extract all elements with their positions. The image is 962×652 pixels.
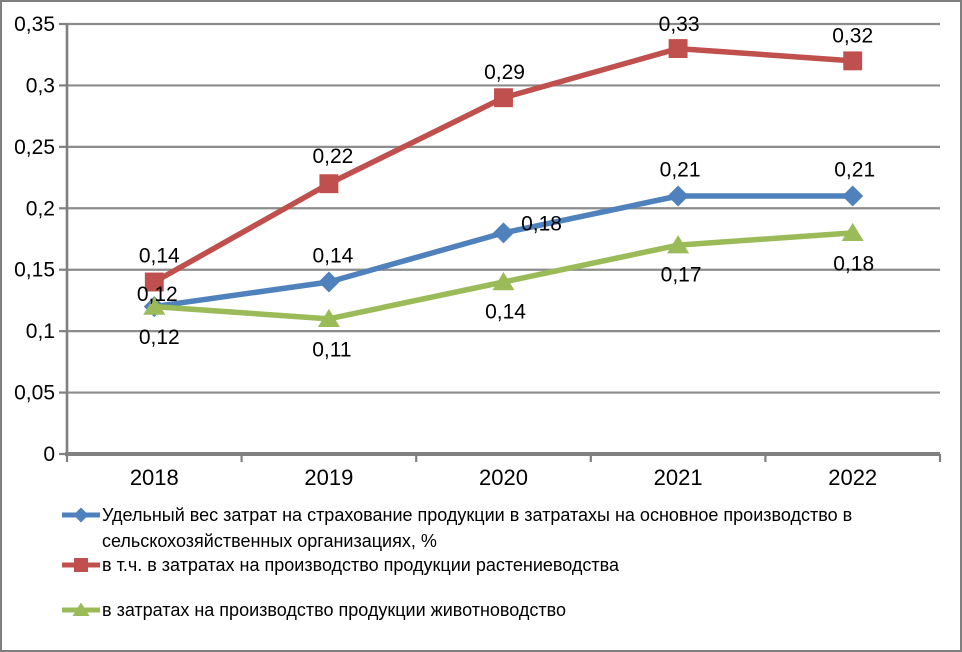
x-tick-label: 2021 (654, 465, 703, 490)
gridlines (67, 22, 940, 394)
data-label: 0,12 (137, 283, 178, 306)
axes (59, 22, 942, 462)
diamond-marker-icon (318, 271, 340, 293)
square-marker-icon (144, 272, 164, 292)
x-tick-label: 2019 (304, 465, 353, 490)
x-tick-label: 2018 (130, 465, 179, 490)
square-marker-icon (74, 558, 88, 572)
data-label: 0,22 (312, 145, 353, 168)
y-tick-label: 0,1 (26, 320, 55, 343)
y-tick-label: 0,15 (14, 259, 55, 282)
square-marker-icon (668, 39, 688, 59)
legend-label: Удельный вес затрат на страхование проду… (102, 505, 853, 551)
data-label: 0,21 (834, 159, 875, 182)
series-2 (143, 222, 864, 328)
data-label: 0,14 (139, 245, 180, 268)
diamond-marker-icon (842, 185, 864, 207)
legend-label: в т.ч. в затратах на производство продук… (102, 555, 620, 575)
data-label: 0,29 (484, 61, 525, 84)
data-label: 0,14 (312, 245, 353, 268)
legend-marker-triangle-icon (62, 597, 102, 623)
triangle-marker-icon (317, 308, 340, 328)
diamond-marker-icon (493, 222, 514, 244)
legend-item-crop-production: в т.ч. в затратах на производство продук… (62, 552, 619, 578)
series-0 (143, 185, 864, 318)
square-marker-icon (494, 88, 513, 108)
data-label: 0,21 (660, 159, 701, 182)
triangle-marker-icon (492, 272, 515, 291)
tick-labels: 0 0,05 0,1 0,15 0,2 0,25 0,3 0,35 2018 2019 2020 20… (14, 13, 877, 490)
legend-item-livestock-production: в затратах на производство продукции жив… (62, 597, 566, 623)
data-label: 0,14 (485, 301, 526, 324)
diamond-marker-icon (667, 185, 689, 207)
data-label: 0,11 (312, 338, 351, 361)
triangle-marker-icon (72, 602, 90, 616)
y-tick-label: 0,05 (14, 382, 55, 405)
triangle-marker-icon (667, 235, 690, 254)
triangle-marker-icon (143, 296, 166, 315)
y-tick-label: 0 (43, 443, 55, 466)
square-marker-icon (843, 51, 863, 71)
y-tick-label: 0,35 (14, 13, 55, 36)
data-label: 0,18 (833, 252, 874, 275)
square-marker-icon (319, 174, 339, 194)
data-label: 0,18 (521, 212, 562, 235)
data-label: 0,33 (659, 13, 700, 36)
data-labels: 0,12 0,14 0,18 0,21 0,21 0,14 0,22 0,29 0,33 0,32… (137, 13, 875, 361)
data-label: 0,12 (139, 326, 180, 349)
x-tick-label: 2020 (479, 465, 528, 490)
data-label: 0,17 (661, 264, 702, 287)
data-label: 0,32 (832, 24, 873, 47)
legend-item-share-total: Удельный вес затрат на страхование проду… (62, 502, 917, 554)
legend-marker-diamond-icon (62, 502, 102, 528)
line-chart-plot-area: 0 0,05 0,1 0,15 0,2 0,25 0,3 0,35 2018 2019 2020 20… (14, 13, 942, 490)
triangle-marker-icon (841, 222, 864, 242)
legend-marker-square-icon (62, 552, 102, 578)
series-1 (144, 39, 863, 292)
x-tick-label: 2022 (828, 465, 877, 490)
y-tick-label: 0,25 (14, 136, 55, 159)
diamond-marker-icon (73, 507, 89, 523)
y-tick-label: 0,3 (26, 74, 55, 97)
legend-label: в затратах на производство продукции жив… (102, 600, 567, 620)
y-tick-label: 0,2 (26, 197, 55, 220)
